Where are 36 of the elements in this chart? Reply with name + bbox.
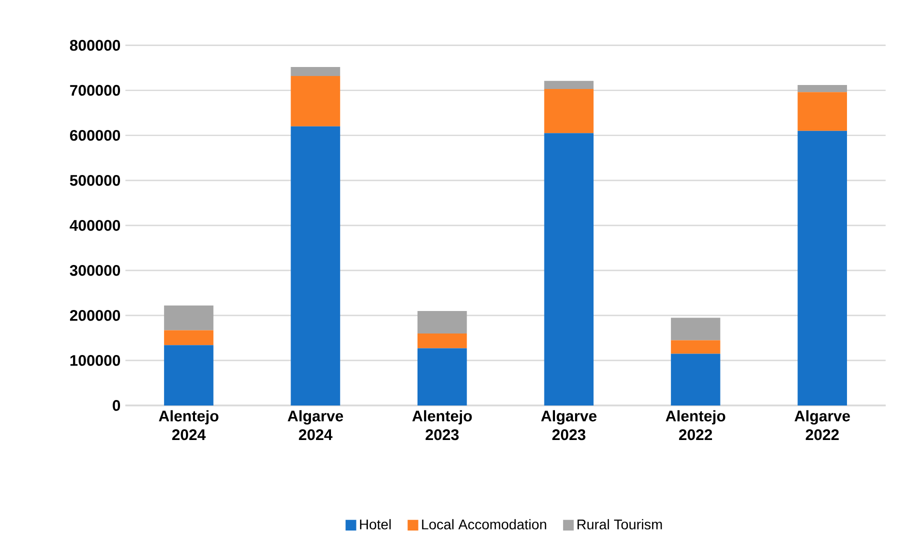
bar — [417, 311, 467, 334]
x-tick-label: Alentejo 2024 — [158, 410, 218, 440]
y-tick-label: 800000 — [70, 40, 120, 52]
bar — [670, 318, 720, 340]
bar — [417, 348, 467, 406]
y-tick-label: 200000 — [70, 310, 120, 322]
y-tick-label: 500000 — [70, 175, 120, 186]
legend-label: Rural Tourism — [578, 519, 662, 530]
legend-label: Local Accomodation — [422, 519, 546, 530]
bar — [798, 92, 847, 132]
x-tick-label: Algarve 2023 — [541, 410, 596, 440]
x-tick-label: Alentejo 2023 — [412, 410, 472, 440]
y-tick-label: 300000 — [70, 265, 120, 276]
bar — [544, 89, 594, 134]
bar — [670, 340, 720, 354]
y-tick-label: 600000 — [70, 130, 120, 142]
legend-label: Hotel — [360, 519, 391, 530]
bar — [798, 85, 847, 92]
y-tick-label: 700000 — [70, 85, 120, 96]
y-tick-label: 400000 — [70, 220, 120, 232]
bar — [417, 334, 467, 349]
bar — [290, 67, 340, 76]
x-tick-label: Algarve 2022 — [794, 410, 850, 440]
bar — [798, 131, 847, 406]
bar — [290, 76, 340, 127]
y-tick-label: 100000 — [70, 355, 120, 366]
bar — [544, 133, 594, 406]
bar — [670, 354, 720, 406]
bar — [164, 330, 214, 346]
bar — [290, 126, 340, 406]
x-tick-label: Alentejo 2022 — [666, 410, 726, 440]
bar — [544, 81, 594, 90]
y-tick-label: 0 — [112, 400, 120, 412]
bar — [164, 345, 214, 406]
x-tick-label: Algarve 2024 — [288, 410, 344, 440]
bar — [164, 306, 214, 331]
